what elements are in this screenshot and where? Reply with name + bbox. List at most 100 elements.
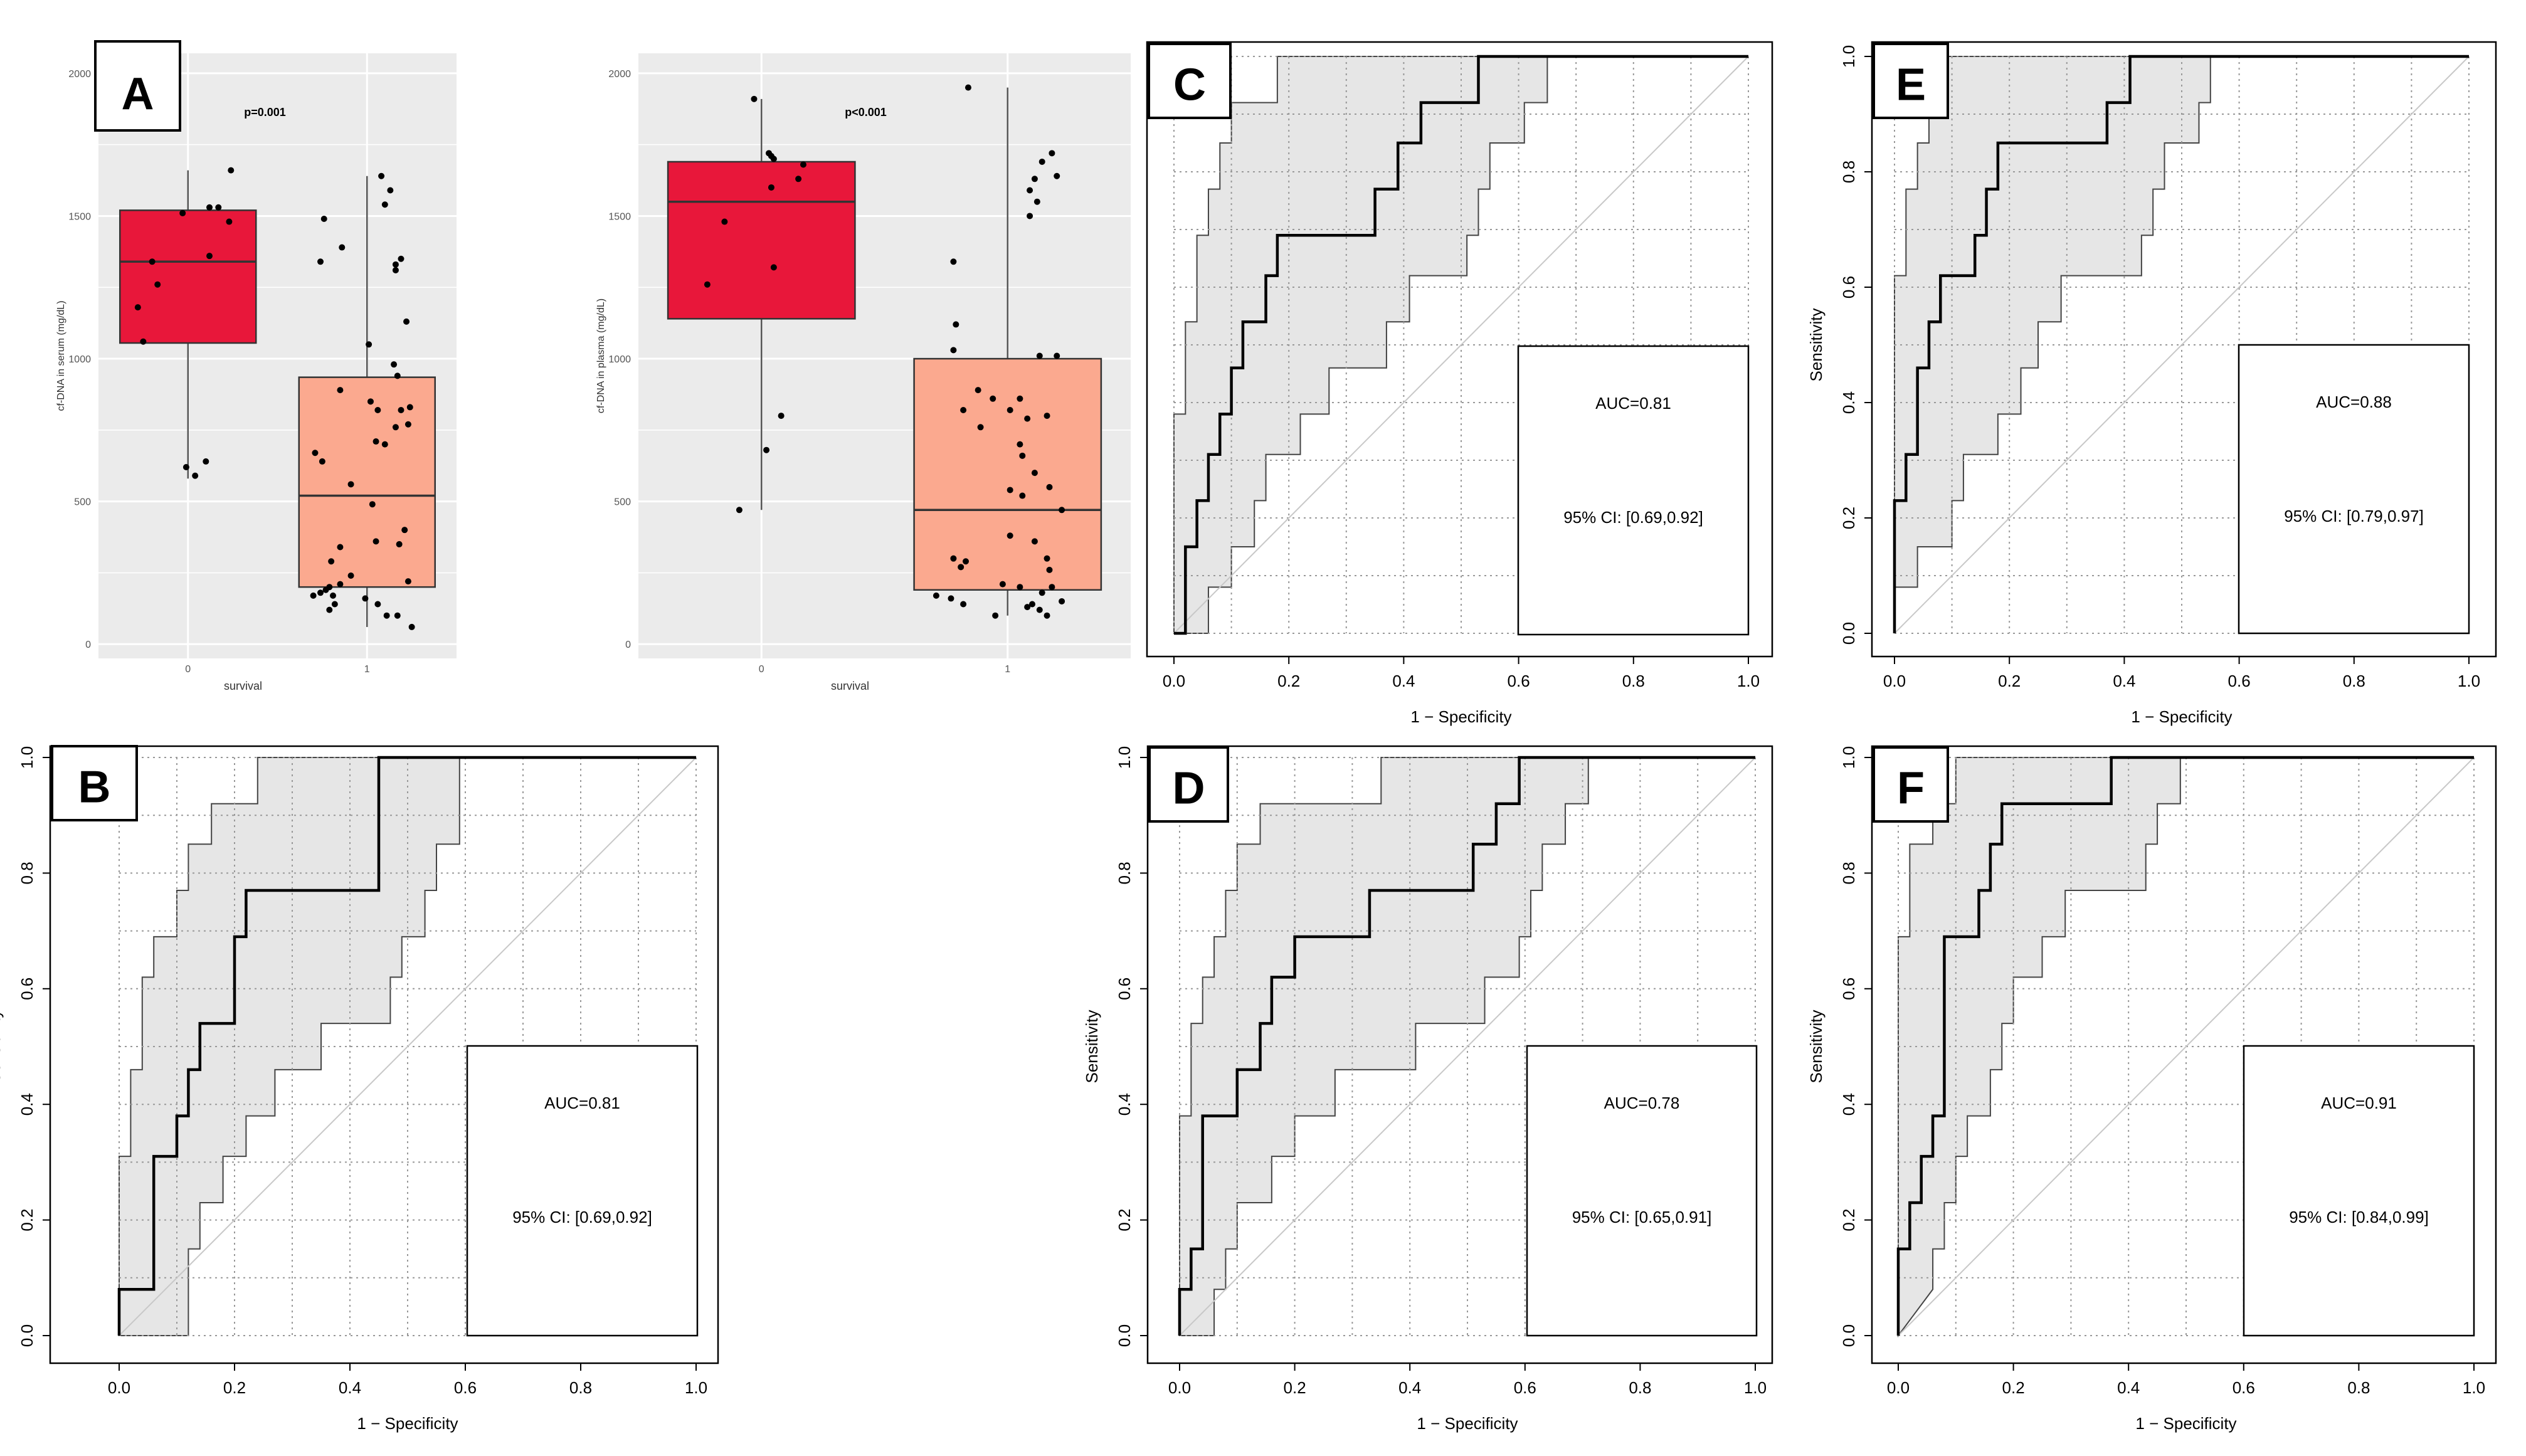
y-tick-label: 0.6 [18, 978, 36, 1000]
roc-panel-F: AUC=0.91 95% CI: [0.84,0.99] 0.0 0.2 0.4 0.6 0… [1807, 745, 2497, 1433]
data-point [1031, 470, 1038, 477]
data-point [381, 441, 388, 448]
data-point [328, 558, 335, 565]
x-tick-label: 1.0 [2458, 672, 2480, 690]
x-tick-label: 0.6 [2233, 1378, 2255, 1397]
y-tick-label: 0.8 [1839, 862, 1858, 884]
y-axis-title: Sensitivity [1807, 308, 1826, 381]
data-point [1024, 415, 1031, 422]
panel-label-box [1873, 746, 1949, 823]
data-point [1054, 172, 1060, 179]
data-point [312, 450, 319, 456]
data-point [398, 406, 404, 413]
y-tick-label: 0.6 [1839, 978, 1858, 1000]
x-tick-label: 1.0 [1744, 1378, 1767, 1397]
data-point [330, 592, 337, 599]
data-point [394, 612, 401, 619]
data-point [310, 592, 317, 599]
data-point [1046, 566, 1053, 573]
data-point [226, 218, 233, 225]
x-tick-label: 1.0 [685, 1378, 707, 1397]
y-tick-label: 1.0 [1839, 746, 1858, 769]
reference-diagonal [1173, 56, 1749, 634]
x-tick-label: 0.4 [2117, 1378, 2140, 1397]
reference-diagonal [119, 757, 697, 1336]
panel-label: E [1896, 60, 1926, 110]
x-axis-title: survival [224, 680, 262, 692]
auc-label: AUC=0.81 [1595, 394, 1671, 413]
data-point [369, 501, 376, 508]
data-point [1049, 584, 1055, 591]
data-point [977, 424, 984, 431]
data-point [1044, 555, 1050, 562]
data-point [992, 612, 999, 619]
y-tick-label: 0.8 [1115, 862, 1134, 884]
data-point [1007, 406, 1013, 413]
auc-legend-box [2238, 344, 2470, 635]
data-point [140, 338, 147, 345]
x-tick-label: 0.0 [1168, 1378, 1191, 1397]
data-point [704, 281, 711, 288]
data-point [374, 406, 381, 413]
data-point [319, 458, 325, 465]
data-point [1038, 158, 1045, 165]
data-point [1054, 352, 1060, 359]
data-point [206, 204, 213, 211]
x-tick-label: 0.6 [454, 1378, 477, 1397]
y-tick-label: 0.2 [1839, 1209, 1858, 1232]
data-point [1019, 492, 1026, 499]
auc-label: AUC=0.88 [2316, 393, 2392, 411]
x-tick-label: 0.0 [108, 1378, 130, 1397]
data-point [203, 458, 209, 465]
auc-legend-box [2243, 1045, 2475, 1337]
data-point [1031, 538, 1038, 545]
data-point [721, 218, 728, 225]
panel-label: D [1173, 764, 1205, 814]
x-tick-label: 0.0 [1163, 672, 1185, 690]
data-point [347, 481, 354, 488]
ci-label: 95% CI: [0.79,0.97] [2284, 507, 2424, 525]
x-tick-label: 0.0 [1887, 1378, 1910, 1397]
panel-label-box [1873, 43, 1949, 119]
x-axis-title: 1 − Specificity [357, 1414, 458, 1433]
data-point [134, 304, 141, 311]
y-tick-label: 1000 [608, 354, 631, 365]
panel-label: F [1897, 764, 1925, 814]
y-tick-label: 0.2 [1839, 507, 1858, 529]
ci-label: 95% CI: [0.69,0.92] [1563, 508, 1703, 527]
roc-curve [1893, 55, 2469, 633]
roc-panel-E: AUC=0.88 95% CI: [0.79,0.97] 0.0 0.2 0.4 0.6 0… [1807, 41, 2497, 726]
panel-label-box [1148, 746, 1229, 823]
data-point [1036, 352, 1043, 359]
x-tick-label: 0.4 [2113, 672, 2135, 690]
data-point [800, 161, 806, 168]
data-point [347, 572, 354, 579]
data-point [933, 592, 939, 599]
data-point [396, 541, 403, 547]
x-tick-label: 1.0 [1737, 672, 1760, 690]
y-tick-label: 1.0 [1115, 746, 1134, 769]
box-0 [119, 209, 257, 344]
ci-band [1179, 757, 1755, 1336]
data-point [953, 321, 959, 328]
data-point [1027, 213, 1033, 219]
boxplot-panel-A2: 0 500 1000 1500 2000 0 1 p<0.001 survival cf-DNA … [596, 53, 1131, 692]
data-point [1059, 598, 1065, 604]
x-axis-title: 1 − Specificity [2135, 1414, 2236, 1433]
data-point [778, 413, 785, 419]
y-tick-label: 2000 [608, 69, 631, 80]
y-axis-title: cf-DNA in plasma (mg/dL) [596, 298, 606, 413]
data-point [326, 606, 333, 613]
data-point [383, 612, 390, 619]
roc-panel-C: AUC=0.81 95% CI: [0.69,0.92] 0.0 0.2 0.4 0.6 0… [1146, 41, 1773, 726]
data-point [960, 406, 967, 413]
data-point [1031, 176, 1038, 182]
panel-label: A [122, 69, 154, 119]
x-tick-label: 0.6 [1508, 672, 1530, 690]
data-point [228, 167, 235, 174]
data-point [1017, 441, 1023, 448]
auc-label: AUC=0.78 [1604, 1094, 1680, 1112]
data-point [398, 255, 404, 262]
y-tick-label: 0.6 [1839, 276, 1858, 298]
data-point [373, 538, 379, 545]
